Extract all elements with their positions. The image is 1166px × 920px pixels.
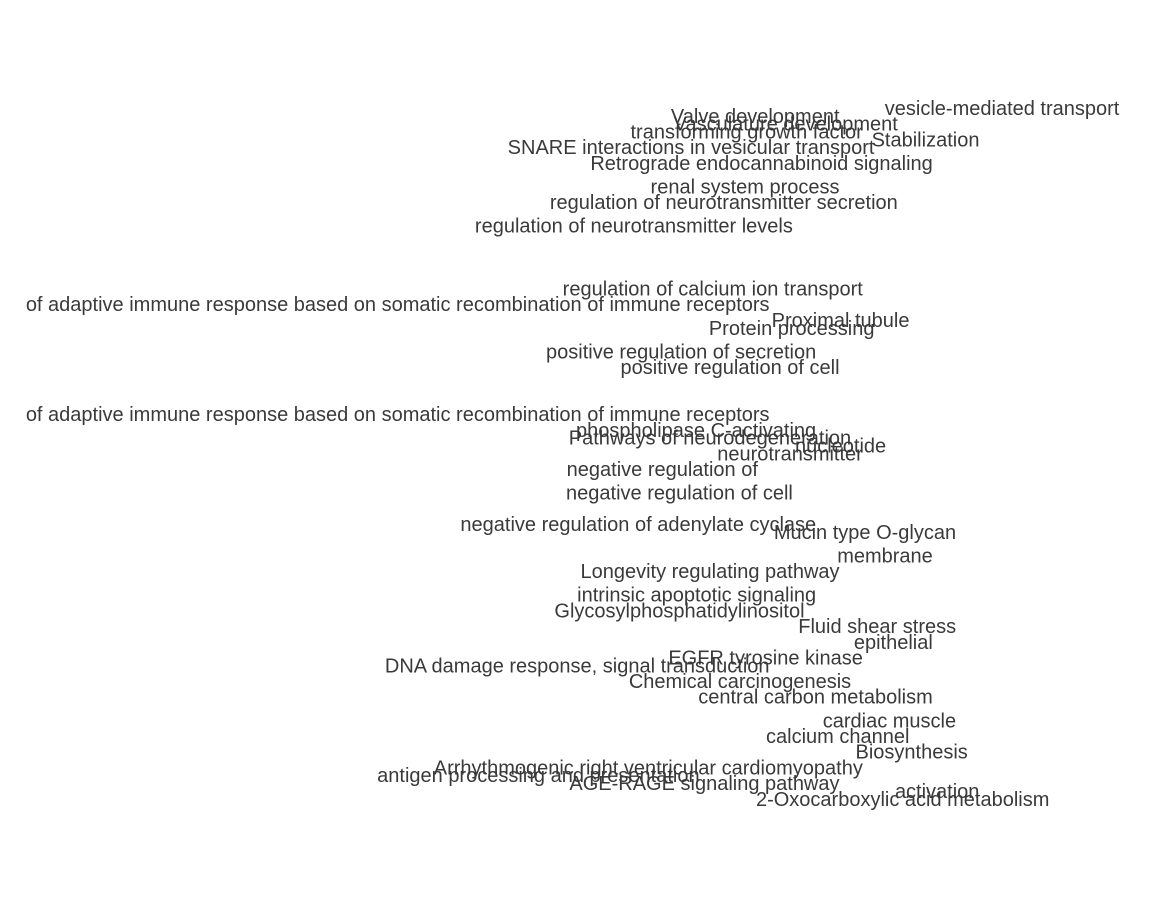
term-label: 2-Oxocarboxylic acid metabolism bbox=[756, 789, 1049, 811]
term-label: vesicle-mediated transport bbox=[885, 98, 1120, 120]
term-label: regulation of calcium ion transport bbox=[563, 279, 864, 301]
term-label: Fluid shear stress bbox=[798, 616, 956, 638]
term-label: Protein processing bbox=[709, 318, 875, 340]
term-label: Chemical carcinogenesis bbox=[629, 671, 851, 693]
term-label: Proximal tubule bbox=[772, 310, 910, 332]
term-label: intrinsic apoptotic signaling bbox=[577, 585, 816, 607]
term-label: DNA damage response, signal transduction bbox=[385, 655, 770, 677]
term-label: Valve development bbox=[671, 106, 840, 128]
term-label: negative regulation of cell bbox=[566, 483, 793, 505]
term-label: cardiac muscle bbox=[823, 710, 956, 732]
term-label: Longevity regulating pathway bbox=[580, 561, 839, 583]
term-label: Retrograde endocannabinoid signaling bbox=[590, 153, 932, 175]
term-label: SNARE interactions in vesicular transpor… bbox=[508, 137, 875, 159]
term-label: epithelial bbox=[854, 632, 933, 654]
term-label: regulation of neurotransmitter secretion bbox=[550, 192, 898, 214]
term-label: of adaptive immune response based on som… bbox=[26, 404, 770, 426]
term-label: Glycosylphosphatidylinositol bbox=[554, 600, 804, 622]
term-label: regulation of neurotransmitter levels bbox=[475, 216, 793, 238]
term-label: Pathways of neurodegeneration bbox=[569, 428, 851, 450]
term-label: AGE-RAGE signaling pathway bbox=[569, 773, 839, 795]
term-label: membrane bbox=[837, 545, 933, 567]
term-label: Vasculature development bbox=[674, 114, 899, 136]
term-label: Biosynthesis bbox=[855, 742, 967, 764]
term-label: neurotransmitter bbox=[717, 443, 863, 465]
term-label: phospholipase C-activating bbox=[576, 420, 816, 442]
term-label: negative regulation of adenylate cyclase bbox=[460, 514, 816, 536]
term-label: Stabilization bbox=[872, 129, 980, 151]
term-label: renal system process bbox=[651, 176, 840, 198]
term-label: negative regulation of bbox=[567, 459, 759, 481]
term-label: activation bbox=[895, 781, 980, 803]
term-label: calcium channel bbox=[766, 726, 909, 748]
term-label: transforming growth factor bbox=[631, 122, 864, 144]
term-label: antigen processing and presentation bbox=[377, 765, 699, 787]
term-label: EGFR tyrosine kinase bbox=[668, 647, 863, 669]
term-label: nucleotide bbox=[795, 436, 886, 458]
term-label: Arrhythmogenic right ventricular cardiom… bbox=[434, 757, 863, 779]
term-label: Mucin type O-glycan bbox=[774, 522, 956, 544]
term-label: positive regulation of cell bbox=[621, 357, 840, 379]
term-label: central carbon metabolism bbox=[698, 687, 933, 709]
term-label: positive regulation of secretion bbox=[546, 341, 816, 363]
term-label: of adaptive immune response based on som… bbox=[26, 294, 770, 316]
term-labels: vesicle-mediated transport Valve developm… bbox=[26, 98, 1120, 811]
